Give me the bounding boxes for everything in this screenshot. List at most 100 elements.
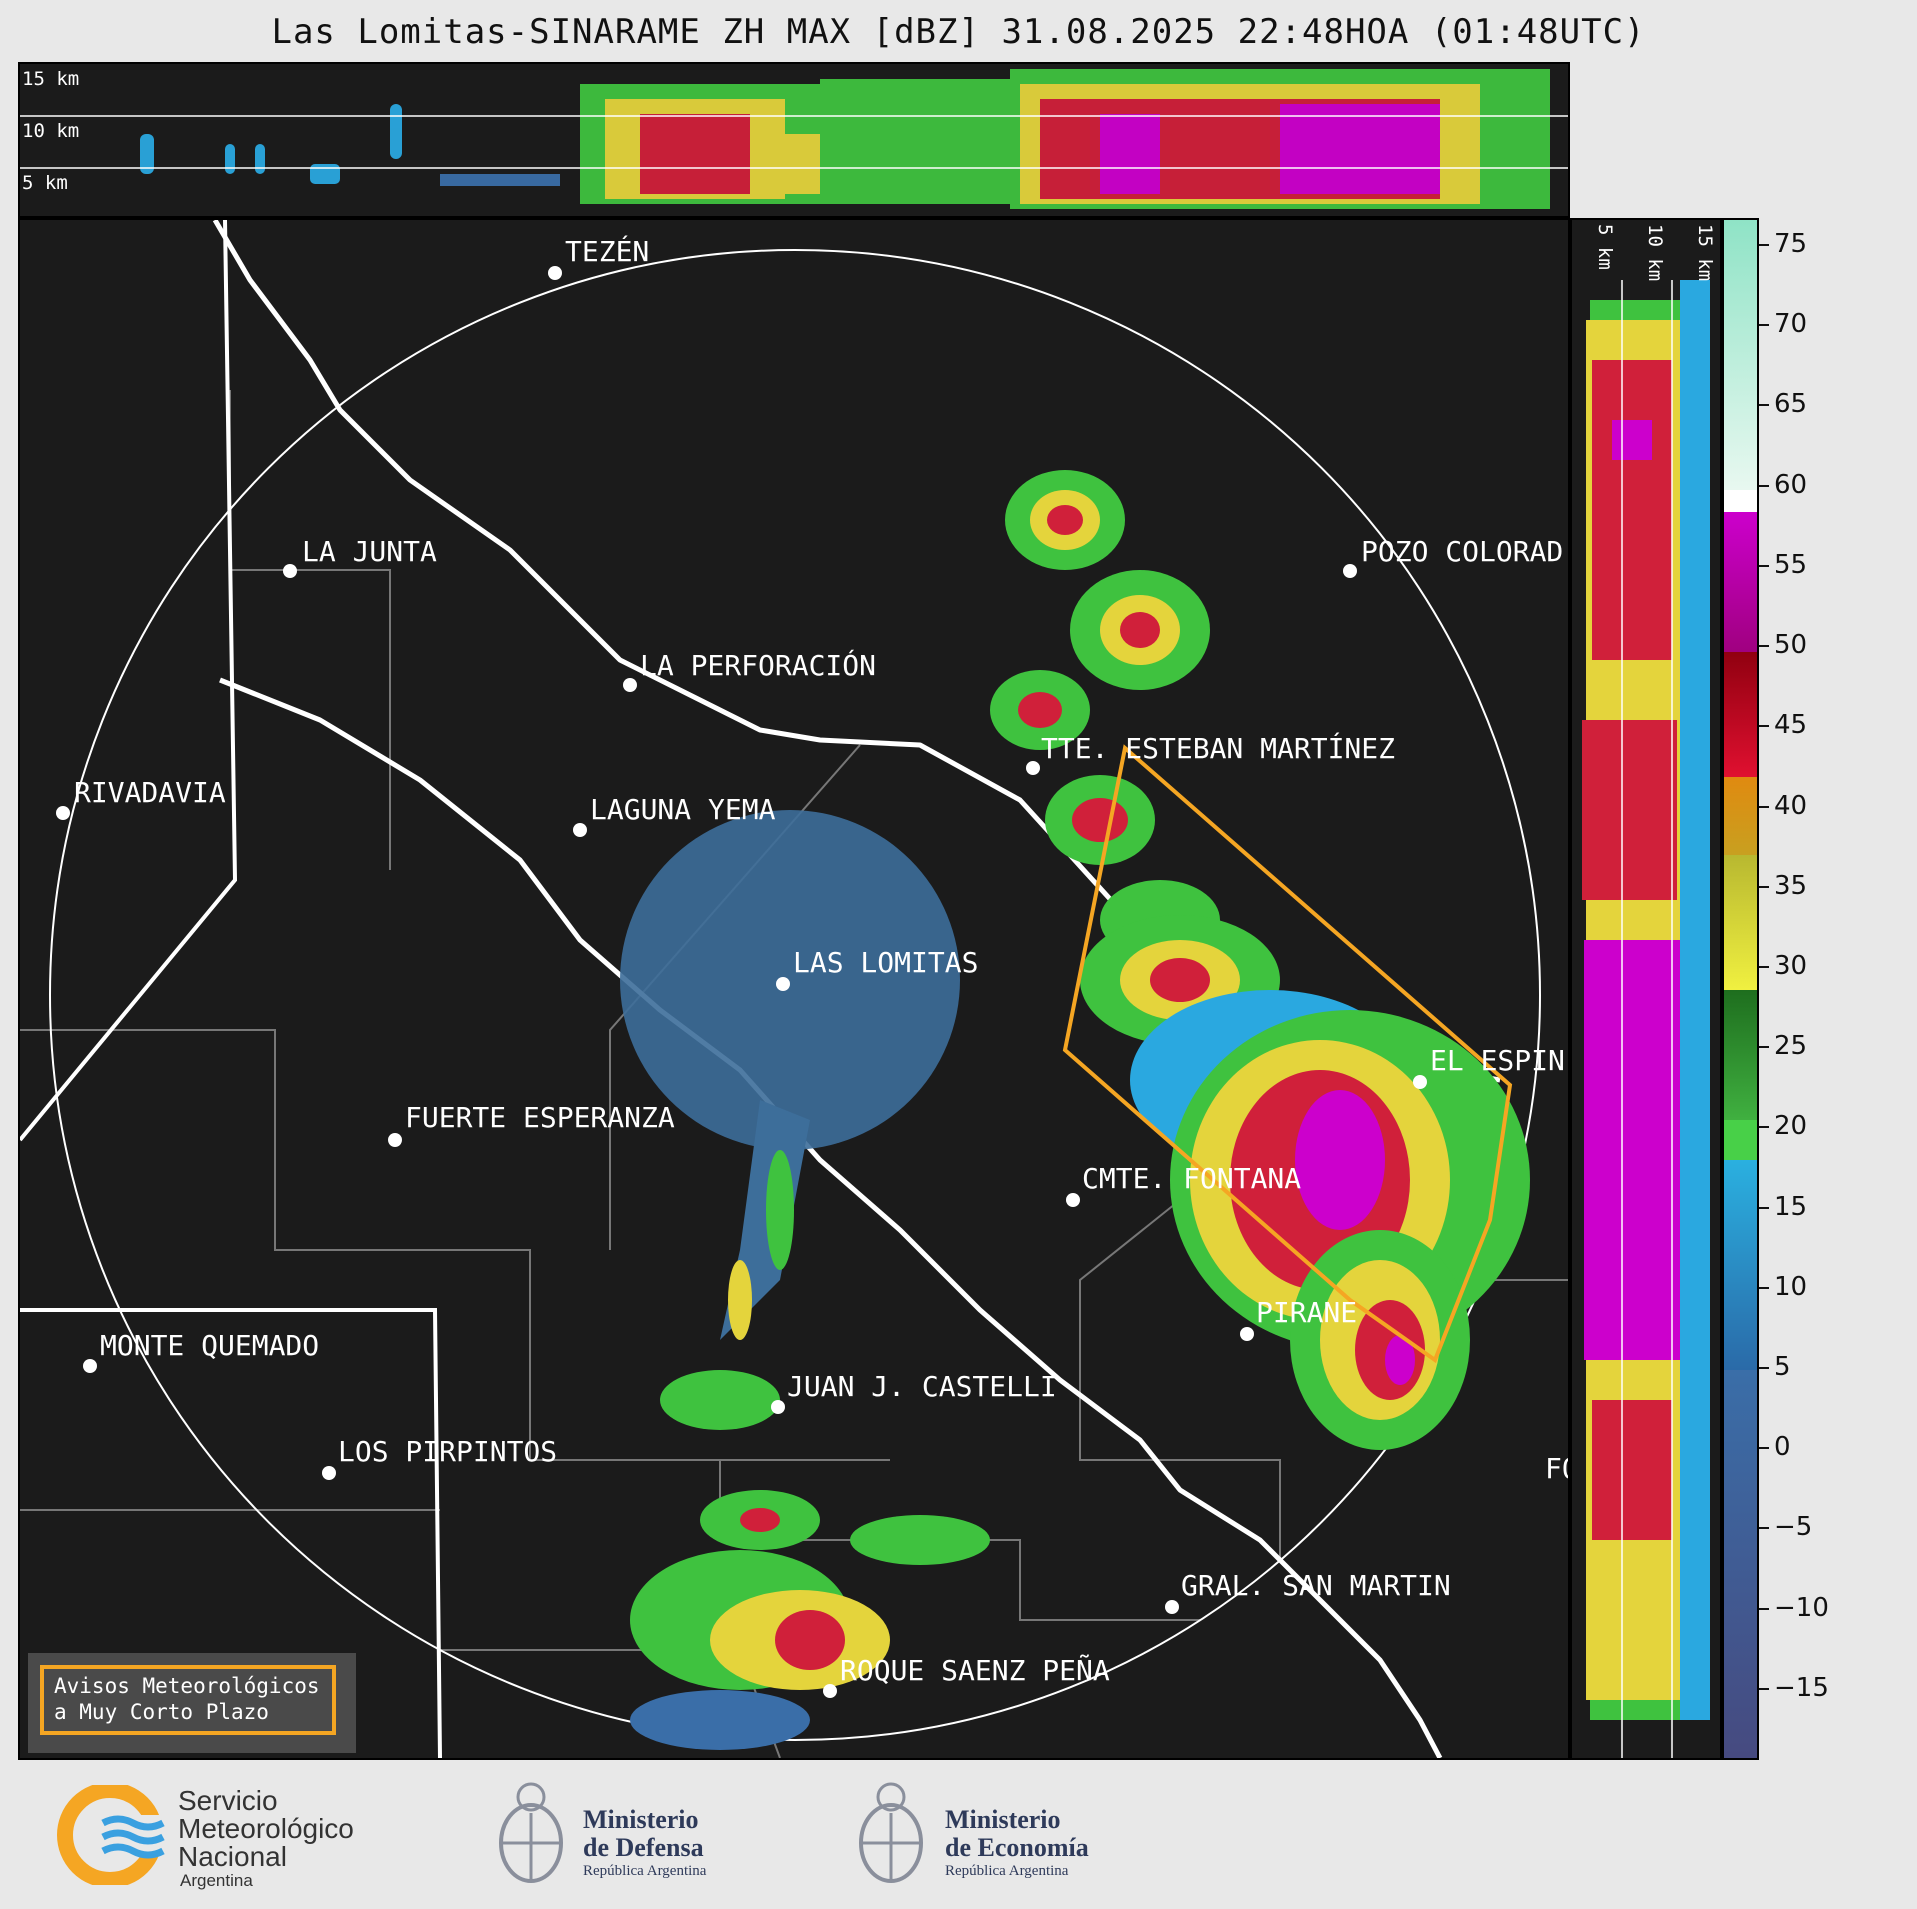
smn-line-2: Meteorológico <box>178 1813 354 1844</box>
warning-polygon[interactable] <box>1062 744 1513 1364</box>
smn-line-4: Argentina <box>180 1871 253 1890</box>
colorbar-label: −15 <box>1774 1673 1829 1703</box>
colorbar-band-60 <box>1724 490 1757 512</box>
city-label-monte-quemado: MONTE QUEMADO <box>100 1329 319 1362</box>
city-dot-la-junta <box>283 564 297 578</box>
colorbar-band-40 <box>1724 777 1757 855</box>
km-label: 15 km <box>22 68 80 90</box>
colorbar-band-20 <box>1724 1120 1757 1160</box>
defensa-line-1: Ministerio <box>583 1805 699 1834</box>
warning-notice-legend: Avisos Meteorológicos a Muy Corto Plazo <box>28 1653 356 1753</box>
city-label-las-lomitas: LAS LOMITAS <box>793 946 978 979</box>
city-dot-cmte-fontana <box>1066 1193 1080 1207</box>
city-label-el-espinillo: EL ESPIN <box>1430 1044 1565 1077</box>
colorbar-label: 60 <box>1774 470 1808 500</box>
colorbar-tick <box>1759 806 1769 808</box>
city-dot-pozo-colorado <box>1343 564 1357 578</box>
colorbar-label: 35 <box>1774 871 1808 901</box>
colorbar-band-55 <box>1724 512 1757 652</box>
city-label-tte-esteban-martinez: TTE. ESTEBAN MARTÍNEZ <box>1041 731 1395 765</box>
economia-line-1: Ministerio <box>945 1805 1061 1834</box>
colorbar-tick <box>1759 485 1769 487</box>
city-dot-pirane <box>1240 1327 1254 1341</box>
city-label-tezen: TEZÉN <box>565 234 649 268</box>
colorbar-tick <box>1759 565 1769 567</box>
colorbar-band-5-15 <box>1724 1160 1757 1370</box>
km-label: 10 km <box>22 120 80 142</box>
colorbar-tick <box>1759 1287 1769 1289</box>
defensa-line-2: de Defensa <box>583 1833 704 1862</box>
city-dot-la-perforacion <box>623 678 637 692</box>
km-label: 10 km <box>1644 224 1666 282</box>
colorbar-label: 75 <box>1774 229 1808 259</box>
warning-notice-box: Avisos Meteorológicos a Muy Corto Plazo <box>40 1665 336 1735</box>
city-dot-fuerte-esperanza <box>388 1133 402 1147</box>
city-label-pirane: PIRANE <box>1256 1296 1357 1329</box>
colorbar-tick <box>1759 1046 1769 1048</box>
colorbar-label: 0 <box>1774 1432 1791 1462</box>
ground-clutter <box>620 810 960 1150</box>
colorbar-tick <box>1759 1608 1769 1610</box>
smn-line-1: Servicio <box>178 1785 278 1816</box>
colorbar-tick <box>1759 244 1769 246</box>
city-markers <box>56 266 1427 1698</box>
smn-logo: Servicio Meteorológico Nacional Argentin… <box>55 1785 395 1890</box>
city-label-laguna-yema: LAGUNA YEMA <box>590 793 776 826</box>
city-label-roque-saenz-pena: ROQUE SAENZ PEÑA <box>840 1653 1110 1687</box>
colorbar-label: 25 <box>1774 1031 1808 1061</box>
range-ring <box>49 249 1541 1741</box>
coat-of-arms-icon <box>499 1782 563 1883</box>
city-dot-tte-esteban-martinez <box>1026 761 1040 775</box>
city-label-fuerte-esperanza: FUERTE ESPERANZA <box>405 1101 675 1134</box>
colorbar-band-neg <box>1724 1370 1757 1758</box>
economia-line-2: de Economía <box>945 1833 1089 1862</box>
city-dot-tezen <box>548 266 562 280</box>
city-label-cmte-fontana: CMTE. FONTANA <box>1082 1162 1301 1195</box>
km-label: 5 km <box>1594 224 1616 270</box>
colorbar-tick <box>1759 1207 1769 1209</box>
map-title: Las Lomitas-SINARAME ZH MAX [dBZ] 31.08.… <box>271 12 1646 52</box>
radar-map-canvas: TEZÉN LA JUNTA POZO COLORAD LA PERFORACI… <box>20 220 1568 1758</box>
colorbar-band-20-25 <box>1724 990 1757 1120</box>
notice-line-2: a Muy Corto Plazo <box>54 1700 269 1724</box>
province-border <box>20 220 442 1758</box>
economia-line-3: República Argentina <box>945 1863 1069 1879</box>
colorbar-label: 30 <box>1774 951 1808 981</box>
colorbar-label: 55 <box>1774 550 1808 580</box>
city-dot-roque-saenz-pena <box>823 1684 837 1698</box>
city-dot-las-lomitas <box>776 977 790 991</box>
top-profile-echoes <box>20 69 1568 209</box>
city-label-los-pirpintos: LOS PIRPINTOS <box>338 1435 557 1468</box>
colorbar-band-45-50 <box>1724 652 1757 777</box>
smn-line-3: Nacional <box>178 1841 287 1872</box>
city-dot-monte-quemado <box>83 1359 97 1373</box>
colorbar-label: 50 <box>1774 630 1808 660</box>
colorbar-label: 45 <box>1774 710 1808 740</box>
top-height-profile: 15 km 10 km 5 km <box>18 62 1570 218</box>
city-labels: TEZÉN LA JUNTA POZO COLORAD LA PERFORACI… <box>74 234 1568 1687</box>
colorbar-tick <box>1759 886 1769 888</box>
colorbar-label: 20 <box>1774 1111 1808 1141</box>
colorbar-tick <box>1759 1126 1769 1128</box>
coat-of-arms-icon <box>859 1782 923 1883</box>
km-label: 5 km <box>22 172 68 194</box>
city-label-la-junta: LA JUNTA <box>302 535 437 568</box>
city-label-la-perforacion: LA PERFORACIÓN <box>640 648 876 682</box>
km-label: 15 km <box>1694 224 1716 282</box>
city-dot-gral-san-martin <box>1165 1600 1179 1614</box>
colorbar-tick <box>1759 1688 1769 1690</box>
colorbar-label: 5 <box>1774 1352 1791 1382</box>
colorbar-band-30-35 <box>1724 855 1757 990</box>
colorbar-tick <box>1759 1527 1769 1529</box>
colorbar-label: −5 <box>1774 1512 1813 1542</box>
colorbar-band-65-75 <box>1724 220 1757 490</box>
colorbar-label: −10 <box>1774 1593 1829 1623</box>
city-label-juan-j-castelli: JUAN J. CASTELLI <box>787 1370 1057 1403</box>
colorbar-tick <box>1759 324 1769 326</box>
radar-map[interactable]: TEZÉN LA JUNTA POZO COLORAD LA PERFORACI… <box>18 218 1570 1760</box>
southern-cells <box>630 1150 990 1750</box>
colorbar-tick <box>1759 1367 1769 1369</box>
city-label-gral-san-martin: GRAL. SAN MARTIN <box>1181 1569 1451 1602</box>
colorbar-tick <box>1759 645 1769 647</box>
dbz-colorbar <box>1722 218 1759 1760</box>
